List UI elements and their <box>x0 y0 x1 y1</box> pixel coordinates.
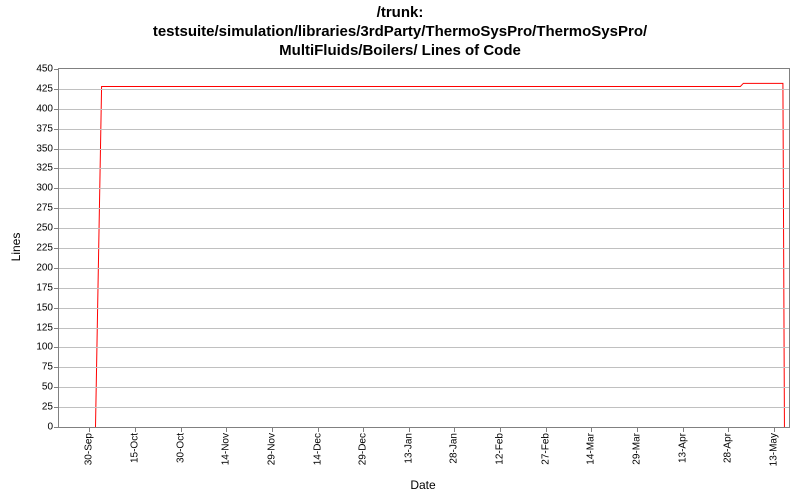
xtick-mark <box>683 427 684 432</box>
ytick-label: 75 <box>42 362 59 373</box>
xtick-mark <box>454 427 455 432</box>
xtick-label: 12-Feb <box>495 433 506 465</box>
xtick-label: 13-Apr <box>677 433 688 463</box>
xtick-mark <box>500 427 501 432</box>
ytick-label: 150 <box>36 302 59 313</box>
gridline <box>59 367 789 368</box>
xtick-label: 14-Nov <box>221 433 232 465</box>
xtick-label: 14-Dec <box>312 433 323 465</box>
gridline <box>59 268 789 269</box>
xtick-label: 27-Feb <box>540 433 551 465</box>
ytick-label: 25 <box>42 402 59 413</box>
ytick-label: 250 <box>36 223 59 234</box>
xtick-label: 29-Dec <box>358 433 369 465</box>
xtick-mark <box>226 427 227 432</box>
x-axis-title: Date <box>410 478 435 492</box>
ytick-label: 425 <box>36 83 59 94</box>
xtick-label: 14-Mar <box>586 433 597 465</box>
xtick-label: 29-Nov <box>266 433 277 465</box>
chart-container: /trunk: testsuite/simulation/libraries/3… <box>0 0 800 500</box>
data-line <box>96 83 785 427</box>
gridline <box>59 387 789 388</box>
xtick-mark <box>181 427 182 432</box>
gridline <box>59 208 789 209</box>
xtick-label: 15-Oct <box>130 433 141 463</box>
ytick-label: 0 <box>47 422 59 433</box>
xtick-mark <box>135 427 136 432</box>
gridline <box>59 129 789 130</box>
gridline <box>59 228 789 229</box>
xtick-mark <box>591 427 592 432</box>
xtick-mark <box>728 427 729 432</box>
xtick-mark <box>546 427 547 432</box>
chart-title-line-2: testsuite/simulation/libraries/3rdParty/… <box>0 23 800 42</box>
gridline <box>59 149 789 150</box>
ytick-label: 225 <box>36 243 59 254</box>
y-axis-title: Lines <box>9 233 23 262</box>
gridline <box>59 308 789 309</box>
ytick-label: 200 <box>36 262 59 273</box>
xtick-mark <box>89 427 90 432</box>
xtick-mark <box>637 427 638 432</box>
ytick-label: 400 <box>36 103 59 114</box>
gridline <box>59 288 789 289</box>
ytick-label: 100 <box>36 342 59 353</box>
gridline <box>59 347 789 348</box>
ytick-label: 375 <box>36 123 59 134</box>
gridline <box>59 248 789 249</box>
xtick-mark <box>774 427 775 432</box>
gridline <box>59 89 789 90</box>
xtick-mark <box>272 427 273 432</box>
xtick-label: 30-Oct <box>175 433 186 463</box>
ytick-label: 300 <box>36 183 59 194</box>
chart-title-line-3: MultiFluids/Boilers/ Lines of Code <box>0 42 800 61</box>
gridline <box>59 328 789 329</box>
ytick-label: 450 <box>36 64 59 75</box>
gridline <box>59 407 789 408</box>
xtick-label: 29-Mar <box>631 433 642 465</box>
xtick-label: 13-Jan <box>403 433 414 464</box>
xtick-label: 13-May <box>768 433 779 466</box>
ytick-label: 275 <box>36 203 59 214</box>
xtick-label: 28-Jan <box>449 433 460 464</box>
xtick-mark <box>363 427 364 432</box>
gridline <box>59 188 789 189</box>
ytick-label: 350 <box>36 143 59 154</box>
chart-title-line-1: /trunk: <box>0 4 800 23</box>
plot-area: 0255075100125150175200225250275300325350… <box>58 68 790 428</box>
xtick-mark <box>409 427 410 432</box>
ytick-label: 175 <box>36 282 59 293</box>
ytick-label: 125 <box>36 322 59 333</box>
chart-title: /trunk: testsuite/simulation/libraries/3… <box>0 4 800 60</box>
ytick-label: 325 <box>36 163 59 174</box>
xtick-mark <box>318 427 319 432</box>
gridline <box>59 168 789 169</box>
ytick-label: 50 <box>42 382 59 393</box>
gridline <box>59 109 789 110</box>
xtick-label: 30-Sep <box>84 433 95 465</box>
xtick-label: 28-Apr <box>723 433 734 463</box>
